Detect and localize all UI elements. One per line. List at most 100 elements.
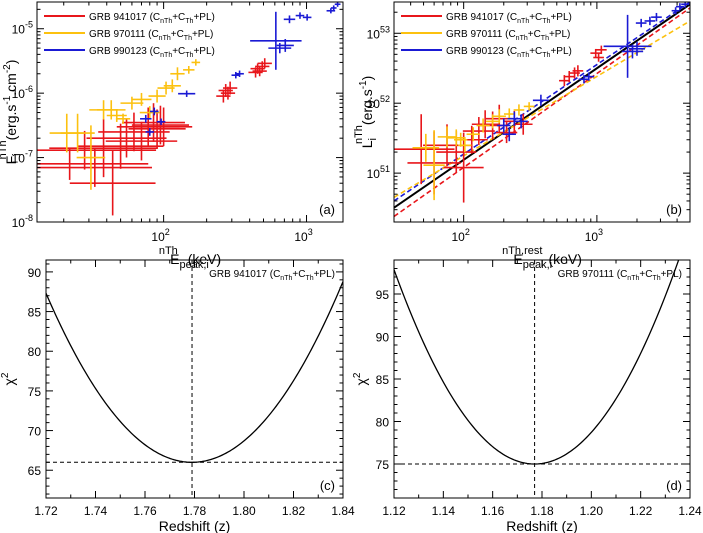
legend-text: +PL) — [550, 12, 571, 23]
panel-label-c: (c) — [320, 478, 335, 493]
y-tick-label-a: 10-5 — [12, 20, 33, 37]
y-label-main: χ — [1, 377, 17, 385]
data-point-a — [268, 42, 292, 54]
data-point-b — [671, 7, 680, 15]
y-tick-label-a: 10-7 — [12, 149, 33, 166]
legend-text: +PL) — [192, 29, 213, 40]
x-tick-label-d: 1.20 — [580, 504, 604, 518]
x-axis-label-a: Epeak,inTh (keV) — [159, 245, 221, 271]
y-tick-label-b: 1052 — [367, 94, 390, 111]
data-point-b — [523, 102, 535, 111]
y-axis-label-a: FinTh(erg.s-1.cm-2) — [0, 60, 23, 165]
y-tick-label-c: 70 — [28, 425, 42, 439]
y-label-sub: i — [11, 153, 23, 155]
data-point-b — [507, 111, 521, 126]
y-tick-label-exp: 51 — [380, 164, 390, 174]
x-label-sup: nTh,rest — [502, 245, 542, 257]
x-tick-label-d: 1.24 — [678, 504, 702, 518]
data-point-a — [76, 125, 106, 190]
y-tick-label-exp: -6 — [25, 84, 33, 94]
legend-text: +C — [171, 29, 184, 40]
x-label-sup: nTh — [159, 245, 178, 257]
x-tick-label-exp: 3 — [308, 227, 313, 237]
y-label-unit: (erg.s — [359, 89, 375, 125]
annotation-sub: Th — [305, 275, 313, 282]
legend-sub: Th — [185, 52, 193, 59]
legend-text: +C — [529, 12, 542, 23]
data-point-b — [681, 2, 690, 8]
x-tick-label-base: 10 — [294, 230, 308, 244]
y-label-main: χ — [353, 377, 369, 385]
y-label-unit3: ) — [3, 60, 19, 65]
y-tick-label-base: 10 — [367, 97, 381, 111]
legend-text: GRB 941017 (C — [446, 12, 517, 23]
y-axis-label-b: LinTh(erg.s-1) — [353, 76, 379, 149]
x-label-main: E — [513, 251, 522, 267]
annotation-sub: nTh — [627, 275, 639, 282]
y-label-unit-sup: -1 — [358, 80, 369, 89]
panel-label-b: (b) — [666, 202, 682, 217]
data-point-b — [603, 14, 652, 78]
x-tick-label-d: 1.22 — [629, 504, 653, 518]
x-label-unit: (keV) — [548, 251, 581, 267]
legend-sub: Th — [184, 35, 192, 42]
data-point-a — [37, 147, 149, 180]
fit-line-b — [394, 7, 690, 218]
data-point-a — [69, 151, 156, 216]
x-tick-label-d: 1.18 — [530, 504, 554, 518]
plot-area-a — [37, 2, 341, 216]
legend-entry-b: GRB 990123 (CnTh+CTh+PL) — [446, 46, 572, 59]
y-tick-label-base: 10 — [367, 167, 381, 181]
y-tick-label-c: 85 — [28, 306, 42, 320]
data-point-b — [423, 130, 445, 201]
y-label-sup: 2 — [0, 372, 11, 378]
legend-sub: nTh — [516, 35, 528, 42]
y-tick-label-b: 1053 — [367, 24, 390, 41]
legend-entry-b: GRB 941017 (CnTh+CTh+PL) — [446, 12, 572, 25]
data-point-a — [131, 105, 190, 145]
data-point-a — [183, 65, 195, 74]
x-tick-label-c: 1.82 — [282, 504, 306, 518]
annotation-text: +PL) — [661, 269, 682, 280]
fit-line-b — [394, 3, 690, 209]
y-axis-label-c: χ2 — [0, 372, 17, 385]
legend-sub: Th — [541, 35, 549, 42]
x-axis-label-d: Redshift (z) — [506, 518, 578, 533]
data-point-a — [37, 148, 152, 187]
data-point-b — [628, 41, 645, 56]
data-point-a — [235, 70, 244, 77]
annotation-sub: nTh — [280, 275, 292, 282]
data-point-b — [593, 53, 604, 62]
legend-text: GRB 970111 (C — [446, 29, 516, 40]
data-point-a — [37, 130, 157, 170]
y-tick-label-exp: -8 — [25, 213, 33, 223]
y-label-unit-sup: -1 — [2, 95, 13, 104]
data-point-a — [283, 15, 296, 24]
data-point-a — [250, 11, 302, 70]
y-tick-label-a: 10-6 — [12, 84, 33, 101]
y-tick-label-exp: -7 — [25, 149, 33, 159]
data-point-a — [131, 92, 152, 106]
legend-text: GRB 970111 (C — [89, 29, 159, 40]
x-tick-label-exp: 2 — [165, 227, 170, 237]
data-point-b — [462, 117, 495, 146]
x-tick-label-c: 1.84 — [331, 504, 355, 518]
legend-text: GRB 990123 (C — [446, 46, 517, 57]
y-axis-label-d: χ2 — [352, 372, 369, 385]
data-point-a — [139, 106, 160, 119]
x-tick-label-c: 1.72 — [34, 504, 58, 518]
panel-label-a: (a) — [319, 202, 335, 217]
x-label-unit: (keV) — [184, 251, 221, 267]
legend-sub: nTh — [517, 18, 529, 25]
data-point-a — [257, 58, 272, 69]
data-point-b — [644, 16, 656, 26]
data-point-b — [590, 48, 602, 58]
data-point-a — [334, 2, 341, 7]
x-axis-label-c: Redshift (z) — [159, 518, 231, 533]
data-point-b — [572, 65, 584, 77]
data-point-a — [145, 128, 155, 136]
data-point-b — [635, 18, 647, 28]
data-point-a — [178, 90, 196, 97]
y-label-main: F — [3, 156, 19, 165]
